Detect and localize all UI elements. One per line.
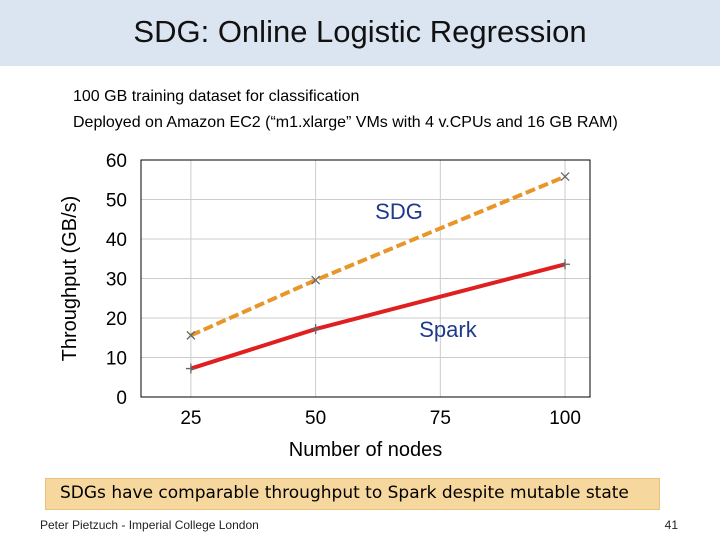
bullet-dataset: 100 GB training dataset for classificati… [73, 88, 360, 105]
conclusion-box: SDGs have comparable throughput to Spark… [45, 478, 660, 510]
series-line-sdg [190, 174, 566, 338]
page-number: 41 [664, 518, 678, 532]
plot-frame [140, 159, 591, 398]
x-tick-label: 100 [549, 408, 581, 429]
x-tick-label: 75 [430, 408, 451, 429]
y-tick-label: 20 [106, 309, 127, 330]
data-point [310, 324, 321, 335]
y-tick-label: 10 [106, 349, 127, 370]
title-bar [0, 0, 720, 66]
x-tick-label: 25 [180, 408, 201, 429]
series-line-spark [190, 262, 566, 371]
data-point [560, 172, 570, 182]
data-point [560, 259, 571, 270]
data-point [185, 363, 196, 374]
bullet-deployment: Deployed on Amazon EC2 (“m1.xlarge” VMs … [73, 114, 618, 131]
slide-title: SDG: Online Logistic Regression [133, 14, 587, 49]
data-point [311, 275, 321, 285]
series-label-sdg: SDG [375, 199, 423, 224]
throughput-chart: 0 10 20 30 40 50 60 25 50 75 100 Number of nodes Thr… [59, 151, 591, 461]
y-tick-label: 30 [106, 270, 127, 291]
y-tick-label: 40 [106, 230, 127, 251]
x-tick-label: 50 [305, 408, 326, 429]
conclusion-text: SDGs have comparable throughput to Spark… [60, 483, 629, 503]
x-axis-label: Number of nodes [289, 439, 442, 461]
y-axis-label: Throughput (GB/s) [59, 196, 81, 362]
footer-author: Peter Pietzuch - Imperial College London [40, 518, 259, 532]
data-point [186, 330, 196, 340]
y-tick-label: 60 [106, 151, 127, 172]
series-label-spark: Spark [419, 317, 477, 342]
y-tick-label: 50 [106, 191, 127, 212]
y-tick-label: 0 [116, 388, 127, 409]
